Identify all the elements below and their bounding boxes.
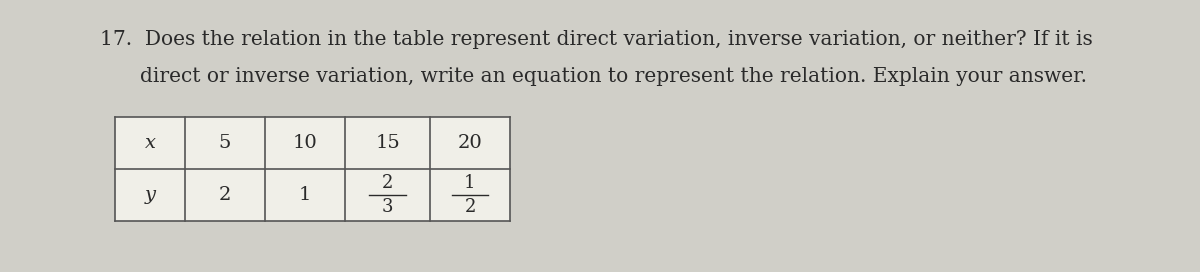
Text: 1: 1 <box>464 174 475 192</box>
Bar <box>115 169 185 221</box>
Text: direct or inverse variation, write an equation to represent the relation. Explai: direct or inverse variation, write an eq… <box>140 67 1087 86</box>
Text: 10: 10 <box>293 134 317 152</box>
Bar <box>346 169 430 221</box>
Bar <box>265 169 346 221</box>
Text: 17.  Does the relation in the table represent direct variation, inverse variatio: 17. Does the relation in the table repre… <box>100 30 1093 49</box>
Bar <box>185 169 265 221</box>
Bar <box>115 117 185 169</box>
Text: 15: 15 <box>376 134 400 152</box>
Bar <box>346 117 430 169</box>
Text: 2: 2 <box>464 198 475 216</box>
Bar <box>185 117 265 169</box>
Text: 20: 20 <box>457 134 482 152</box>
Text: 3: 3 <box>382 198 394 216</box>
Text: y: y <box>144 186 156 204</box>
Bar <box>430 169 510 221</box>
Text: 2: 2 <box>382 174 394 192</box>
Text: 1: 1 <box>299 186 311 204</box>
Text: x: x <box>144 134 156 152</box>
Bar <box>430 117 510 169</box>
Text: 2: 2 <box>218 186 232 204</box>
Text: 5: 5 <box>218 134 232 152</box>
Bar <box>265 117 346 169</box>
